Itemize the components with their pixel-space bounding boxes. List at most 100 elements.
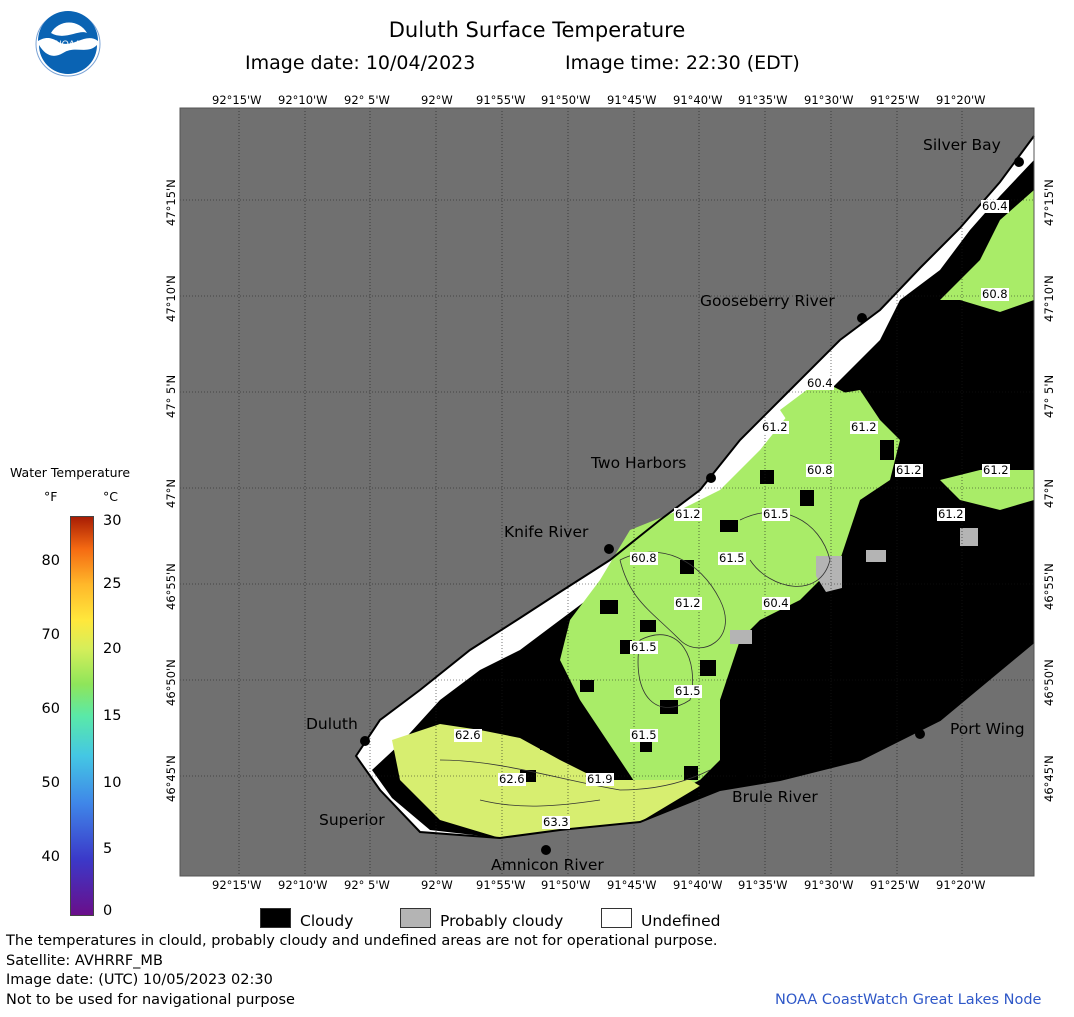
- shoreline: [354, 135, 1035, 840]
- colorbar-c-tick: 20: [103, 641, 122, 657]
- lat-label: 47°10'N: [164, 275, 178, 322]
- colorbar: [70, 516, 94, 916]
- lat-label: 47°N: [1042, 479, 1056, 508]
- noaa-logo-text: NOAA: [55, 39, 81, 49]
- lon-label: 91°25'W: [870, 878, 920, 892]
- lon-label: 91°45'W: [607, 878, 657, 892]
- lon-label: 91°20'W: [936, 93, 986, 107]
- temp-label: 60.4: [762, 596, 790, 610]
- temp-label: 61.2: [761, 420, 789, 434]
- lon-label: 92°10'W: [278, 93, 328, 107]
- temp-label: 61.2: [674, 507, 702, 521]
- temp-label: 61.2: [674, 596, 702, 610]
- legend-label-undefined: Undefined: [641, 912, 721, 930]
- water-cool-area: [940, 190, 1034, 312]
- legend-swatch-undefined: [601, 908, 632, 928]
- lat-label: 47°N: [164, 479, 178, 508]
- image-date: Image date: 10/04/2023: [245, 52, 476, 74]
- temp-label: 61.9: [586, 772, 614, 786]
- temp-label: 61.2: [895, 463, 923, 477]
- colorbar-c-tick: 30: [103, 513, 122, 529]
- probably-cloudy-area: [866, 550, 886, 562]
- place-label-silver-bay: Silver Bay: [923, 136, 1001, 154]
- temp-label: 62.6: [498, 772, 526, 786]
- lon-label: 92°W: [421, 93, 453, 107]
- colorbar-unit-c: °C: [103, 489, 118, 504]
- colorbar-f-tick: 40: [41, 849, 60, 865]
- colorbar-c-tick: 0: [103, 903, 113, 919]
- lat-label: 46°55'N: [1042, 563, 1056, 610]
- lon-label: 92°15'W: [212, 93, 262, 107]
- lon-label: 91°30'W: [804, 878, 854, 892]
- isotherm-contours: [439, 511, 831, 807]
- water-warm-area: [392, 724, 700, 838]
- temp-label: 63.3: [542, 815, 570, 829]
- lon-label: 91°45'W: [607, 93, 657, 107]
- lon-label: 92°15'W: [212, 878, 262, 892]
- water-cool-area: [780, 380, 870, 450]
- lon-label: 91°50'W: [541, 878, 591, 892]
- temp-label: 60.8: [630, 551, 658, 565]
- noaa-logo: NOAA: [35, 11, 101, 77]
- cloud-blocks: [520, 420, 910, 782]
- probably-cloudy-area: [730, 630, 752, 644]
- colorbar-f-tick: 50: [41, 775, 60, 791]
- lat-label: 47°15'N: [164, 179, 178, 226]
- colorbar-c-tick: 10: [103, 775, 122, 791]
- footer-navigation: Not to be used for navigational purpose: [6, 992, 295, 1008]
- lat-label: 47° 5'N: [164, 374, 178, 418]
- colorbar-title: Water Temperature: [10, 465, 131, 480]
- temp-label: 62.6: [454, 728, 482, 742]
- lon-label: 91°50'W: [541, 93, 591, 107]
- lat-label: 47° 5'N: [1042, 374, 1056, 418]
- place-label-brule-river: Brule River: [732, 788, 818, 806]
- lon-label: 92° 5'W: [344, 878, 390, 892]
- temp-label: 61.2: [982, 463, 1010, 477]
- lon-label: 91°40'W: [673, 878, 723, 892]
- cloudy-area: [372, 160, 1034, 838]
- lat-label: 46°45'N: [164, 755, 178, 802]
- lat-label: 47°10'N: [1042, 275, 1056, 322]
- lon-label: 91°30'W: [804, 93, 854, 107]
- temp-label: 61.5: [674, 684, 702, 698]
- lat-label: 47°15'N: [1042, 179, 1056, 226]
- colorbar-f-tick: 70: [41, 627, 60, 643]
- lon-label: 92° 5'W: [344, 93, 390, 107]
- temp-label: 61.5: [762, 507, 790, 521]
- water-cool-area: [940, 470, 1034, 510]
- lon-label: 92°W: [421, 878, 453, 892]
- colorbar-f-tick: 80: [41, 553, 60, 569]
- place-label-amnicon-river: Amnicon River: [491, 856, 604, 874]
- footer-satellite: Satellite: AVHRRF_MB: [6, 953, 163, 969]
- place-label-gooseberry-river: Gooseberry River: [700, 292, 835, 310]
- map-frame: [179, 107, 1035, 877]
- place-label-two-harbors: Two Harbors: [591, 454, 687, 472]
- temp-label: 61.5: [630, 640, 658, 654]
- footer-disclaimer: The temperatures in clould, probably clo…: [6, 933, 718, 949]
- place-label-knife-river: Knife River: [504, 523, 589, 541]
- temp-label: 61.5: [630, 728, 658, 742]
- colorbar-c-tick: 25: [103, 576, 122, 592]
- lat-label: 46°45'N: [1042, 755, 1056, 802]
- lat-label: 46°50'N: [164, 659, 178, 706]
- legend-label-probably-cloudy: Probably cloudy: [440, 912, 564, 930]
- lon-label: 91°25'W: [870, 93, 920, 107]
- legend-swatch-probably-cloudy: [400, 908, 431, 928]
- place-label-duluth: Duluth: [306, 715, 358, 733]
- lon-label: 91°35'W: [738, 878, 788, 892]
- lon-label: 91°35'W: [738, 93, 788, 107]
- colorbar-unit-f: °F: [44, 489, 58, 504]
- place-markers: [360, 157, 1024, 855]
- temp-label: 61.5: [718, 551, 746, 565]
- footer-credit: NOAA CoastWatch Great Lakes Node: [775, 992, 1042, 1008]
- lon-label: 91°20'W: [936, 878, 986, 892]
- image-time: Image time: 22:30 (EDT): [565, 52, 800, 74]
- lon-label: 91°55'W: [476, 878, 526, 892]
- lat-label: 46°50'N: [1042, 659, 1056, 706]
- place-label-superior: Superior: [319, 811, 385, 829]
- temp-label: 60.8: [806, 463, 834, 477]
- lon-label: 91°40'W: [673, 93, 723, 107]
- temp-label: 60.4: [981, 199, 1009, 213]
- legend-swatch-cloudy: [260, 908, 291, 928]
